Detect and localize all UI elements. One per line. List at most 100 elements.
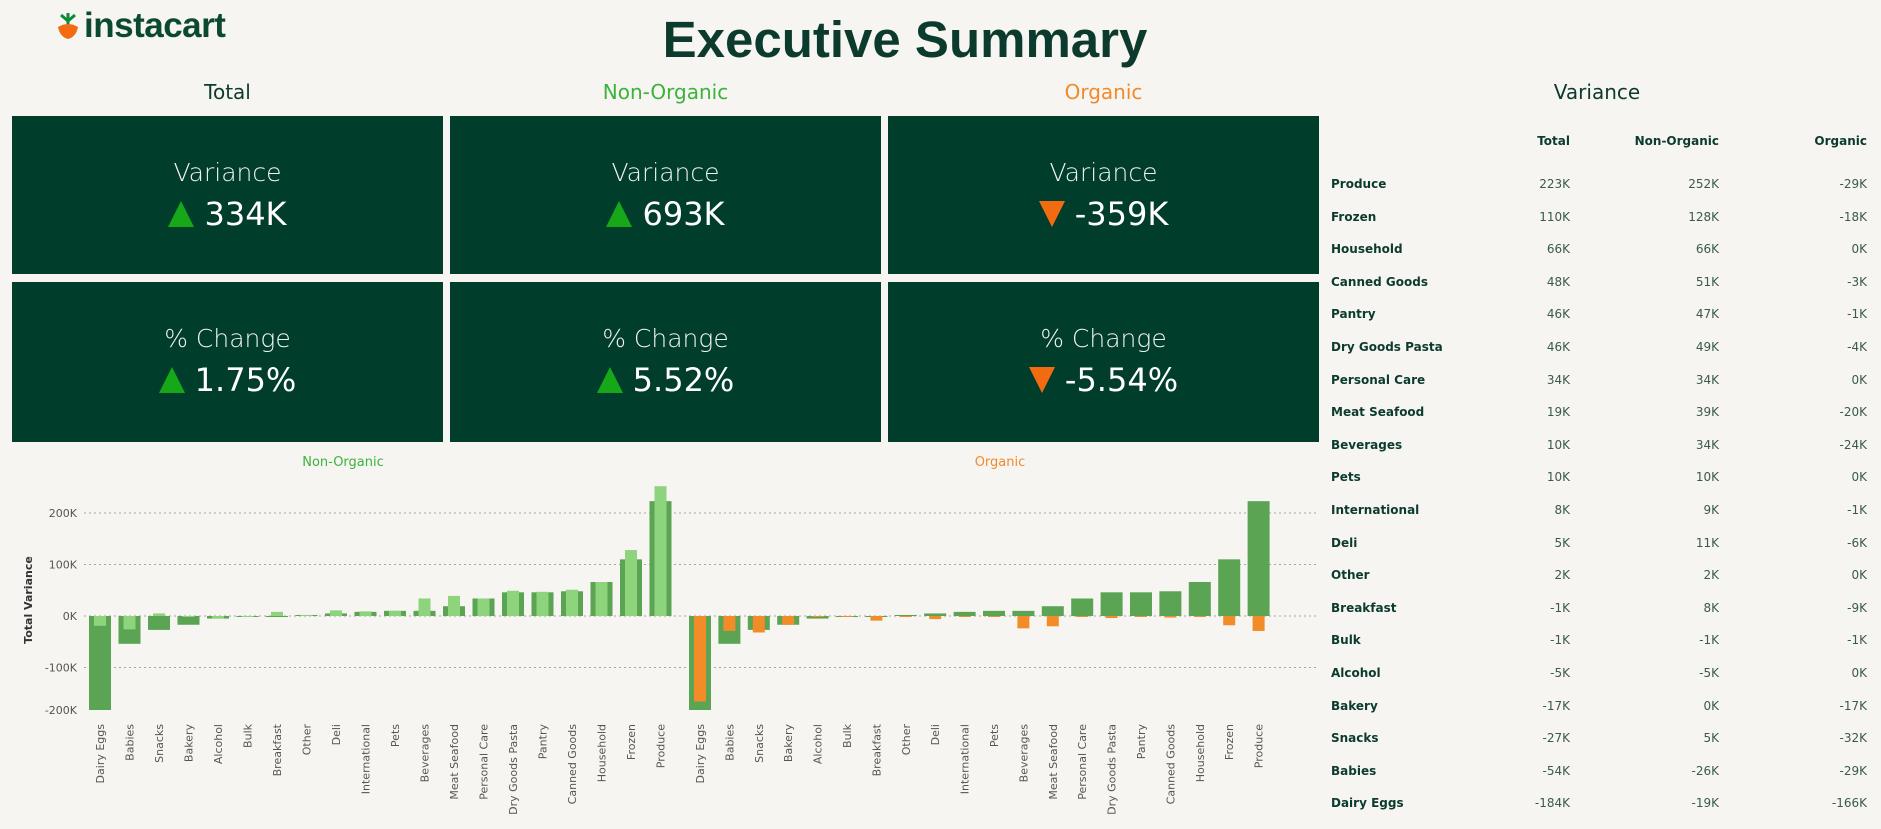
table-cell-organic: -1K [1847, 633, 1867, 648]
organic-overlay-bar [899, 616, 912, 617]
organic-overlay-bar [1105, 616, 1118, 619]
organic-total-bar [1071, 598, 1094, 616]
y-tick-label: -100K [45, 662, 78, 675]
organic-overlay-bar [958, 616, 971, 617]
x-tick-label: Other [900, 724, 913, 756]
organic-overlay-bar [988, 616, 1000, 617]
table-cell-total: 10K [1546, 437, 1570, 452]
organic-overlay-bar [752, 616, 765, 633]
organic-total-bar [924, 613, 947, 616]
kpi-non-organic-variance: Variance 693K [450, 116, 881, 274]
table-cell-category: Pantry [1331, 307, 1376, 322]
table-row: Personal Care 34K 34K 0K [1331, 373, 1871, 397]
up-triangle-icon [168, 201, 195, 227]
x-tick-label: Breakfast [870, 723, 883, 776]
table-cell-organic: -9K [1847, 600, 1867, 615]
column-header-non-organic: Non-Organic [602, 80, 729, 104]
table-cell-organic: -6K [1847, 535, 1867, 550]
table-cell-non-organic: -5K [1699, 666, 1719, 680]
organic-total-bar [1159, 591, 1182, 616]
x-tick-label: Snacks [753, 724, 766, 763]
kpi-value: 5.52% [632, 361, 735, 399]
table-cell-category: Deli [1331, 535, 1358, 550]
table-header-non-organic: Non-Organic [1634, 134, 1719, 148]
table-cell-category: Snacks [1331, 731, 1379, 746]
table-cell-organic: 0K [1851, 666, 1867, 680]
chart-title-organic: Organic [974, 455, 1026, 470]
table-cell-total: -54K [1542, 763, 1570, 778]
table-cell-organic: 0K [1851, 372, 1867, 387]
non-organic-overlay-bar [595, 582, 608, 616]
kpi-label: Variance [173, 158, 282, 187]
x-tick-label: Pets [389, 724, 402, 747]
table-cell-total: 110K [1539, 209, 1570, 224]
kpi-label: % Change [1040, 324, 1167, 353]
non-organic-overlay-bar [536, 591, 549, 616]
x-tick-label: Babies [723, 724, 736, 761]
table-cell-organic: 0K [1851, 568, 1867, 583]
table-cell-category: Babies [1331, 763, 1377, 778]
x-tick-label: Household [1194, 724, 1207, 782]
x-tick-label: Pantry [537, 724, 550, 760]
non-organic-overlay-bar [654, 486, 667, 616]
table-row: Pets 10K 10K 0K [1331, 470, 1871, 494]
x-tick-label: Produce [1253, 724, 1266, 768]
table-cell-organic: -1K [1847, 503, 1867, 517]
table-cell-non-organic: 9K [1703, 503, 1719, 517]
table-cell-category: Beverages [1331, 437, 1403, 452]
kpi-value: -5.54% [1064, 361, 1179, 399]
non-organic-overlay-bar [330, 610, 342, 616]
x-tick-label: Bulk [841, 723, 854, 748]
organic-overlay-bar [1046, 616, 1059, 627]
kpi-value: -359K [1074, 195, 1169, 233]
table-cell-non-organic: 10K [1695, 470, 1719, 485]
organic-overlay-bar [1135, 616, 1147, 617]
organic-total-bar [806, 616, 829, 619]
x-tick-label: Personal Care [1076, 724, 1089, 800]
kpi-total-change: % Change 1.75% [12, 282, 443, 442]
table-cell-organic: 0K [1851, 470, 1867, 485]
table-row: Babies -54K -26K -29K [1331, 764, 1871, 788]
table-row: Bakery -17K 0K -17K [1331, 699, 1871, 723]
table-cell-total: -1K [1550, 633, 1570, 648]
table-row: Frozen 110K 128K -18K [1331, 210, 1871, 234]
y-tick-label: 0K [63, 610, 78, 623]
x-tick-label: Deli [929, 724, 942, 745]
kpi-value: 693K [642, 195, 725, 233]
carrot-icon [58, 13, 78, 39]
table-cell-category: Personal Care [1331, 372, 1426, 387]
table-cell-organic: -24K [1839, 437, 1867, 452]
non-organic-overlay-bar [477, 598, 490, 616]
table-cell-organic: -166K [1831, 796, 1867, 811]
brand-name: instacart [84, 6, 226, 45]
organic-overlay-bar [1076, 616, 1089, 617]
table-cell-non-organic: 49K [1695, 340, 1719, 354]
table-cell-category: Bakery [1331, 698, 1378, 713]
table-cell-non-organic: 0K [1703, 698, 1719, 713]
table-cell-non-organic: 47K [1695, 307, 1719, 322]
organic-overlay-bar [782, 616, 795, 625]
table-row: Canned Goods 48K 51K -3K [1331, 275, 1871, 299]
organic-total-bar [894, 614, 917, 616]
table-cell-organic: -3K [1847, 274, 1867, 289]
table-cell-non-organic: 8K [1703, 600, 1719, 615]
kpi-total-variance: Variance 334K [12, 116, 443, 274]
instacart-logo[interactable]: instacart [56, 6, 226, 46]
table-cell-category: Pets [1331, 470, 1361, 485]
table-cell-organic: -20K [1839, 405, 1867, 420]
table-row: Bulk -1K -1K -1K [1331, 633, 1871, 657]
x-tick-label: Household [596, 724, 609, 782]
x-tick-label: Dairy Eggs [694, 724, 707, 784]
table-cell-category: Produce [1331, 177, 1387, 191]
up-triangle-icon [596, 367, 623, 393]
table-cell-category: Other [1331, 568, 1370, 583]
up-triangle-icon [606, 201, 633, 227]
table-row: Dairy Eggs -184K -19K -166K [1331, 796, 1871, 820]
x-tick-label: Personal Care [478, 724, 491, 800]
table-cell-category: Frozen [1331, 209, 1377, 224]
organic-total-bar [953, 611, 976, 616]
table-cell-total: 46K [1546, 307, 1570, 322]
non-organic-overlay-bar [566, 589, 578, 616]
organic-overlay-bar [1017, 616, 1030, 629]
table-cell-organic: -17K [1839, 698, 1867, 713]
